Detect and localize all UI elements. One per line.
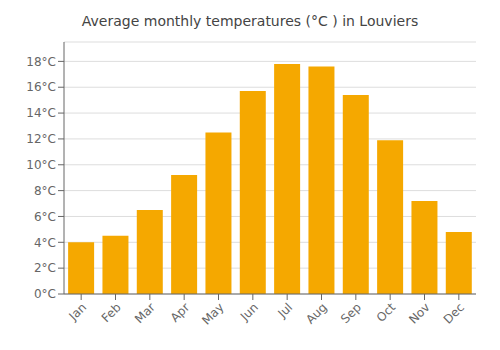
svg-text:Nov: Nov — [406, 300, 432, 326]
svg-text:Aug: Aug — [303, 300, 329, 326]
svg-text:Dec: Dec — [441, 300, 467, 326]
svg-text:Jun: Jun — [237, 300, 261, 324]
svg-text:6°C: 6°C — [34, 210, 56, 224]
svg-text:Jul: Jul — [274, 300, 295, 321]
svg-text:Feb: Feb — [99, 300, 124, 325]
svg-text:14°C: 14°C — [26, 106, 56, 120]
svg-text:Mar: Mar — [132, 300, 158, 326]
svg-text:May: May — [199, 300, 226, 327]
svg-text:10°C: 10°C — [26, 158, 56, 172]
svg-text:16°C: 16°C — [26, 80, 56, 94]
svg-text:Sep: Sep — [338, 300, 364, 326]
svg-text:12°C: 12°C — [26, 132, 56, 146]
html-text:Average monthly temperatures (: Average monthly temperatures (°C ) in Lo… — [81, 13, 419, 29]
svg-text:Apr: Apr — [168, 300, 193, 325]
svg-text:Jan: Jan — [66, 300, 90, 324]
svg-text:2°C: 2°C — [34, 261, 56, 275]
svg-text:18°C: 18°C — [26, 55, 56, 69]
svg-text:0°C: 0°C — [34, 287, 56, 301]
svg-text:8°C: 8°C — [34, 184, 56, 198]
svg-text:4°C: 4°C — [34, 236, 56, 250]
svg-text:Oct: Oct — [374, 300, 399, 325]
